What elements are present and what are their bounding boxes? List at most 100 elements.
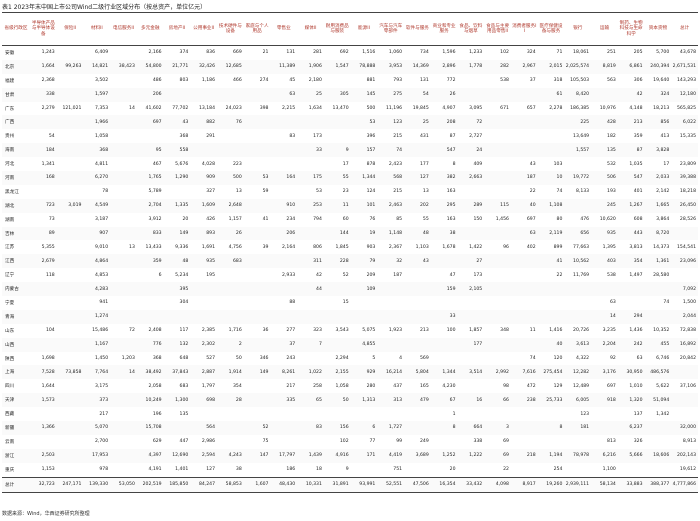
value-cell: 563 <box>607 78 616 84</box>
value-cell: 32,000 <box>671 421 698 435</box>
value-cell: 1,857 <box>469 328 483 334</box>
value-cell <box>457 87 485 102</box>
value-cell <box>270 421 298 435</box>
value-cell: 836 <box>206 50 216 56</box>
value-cell: 149 <box>163 226 191 241</box>
value-cell: 697 <box>136 115 164 130</box>
value-cell <box>644 282 672 297</box>
value-cell <box>56 337 84 352</box>
value-cell <box>591 282 618 297</box>
value-cell: 135 <box>179 411 189 417</box>
region-cell: 吉林 <box>2 226 30 241</box>
value-cell: 907 <box>83 226 111 241</box>
table-row: 江西 2,679 4,864 359 48 935 683 311 228 79 32 43 27 41 1… <box>2 254 698 269</box>
value-cell: 1,422 <box>469 244 483 250</box>
value-cell: 374 <box>179 50 189 56</box>
value-cell: 1,557 <box>564 143 592 158</box>
value-cell: 1,058 <box>335 383 349 389</box>
value-cell: 156 <box>323 421 351 435</box>
value-cell: 182 <box>607 133 616 139</box>
value-cell: 28 <box>217 393 244 408</box>
value-cell: 368 <box>83 143 111 158</box>
value-cell: 157 <box>350 143 378 158</box>
value-cell <box>217 435 244 449</box>
value-cell: 20 <box>449 467 456 473</box>
value-cell: 50 <box>323 393 351 408</box>
value-cell: 195 <box>206 272 216 278</box>
value-cell <box>671 407 698 421</box>
value-cell: 4,419 <box>377 448 405 463</box>
value-cell <box>110 171 137 185</box>
value-cell: 43 <box>163 115 191 130</box>
value-cell: 3,175 <box>95 383 109 389</box>
value-cell: 1,222 <box>457 448 485 463</box>
value-cell <box>324 74 351 88</box>
value-cell: 76 <box>217 115 244 130</box>
value-cell <box>351 463 378 477</box>
value-cell: 1,966 <box>83 115 111 130</box>
value-cell <box>30 296 57 310</box>
value-cell: 11,196 <box>385 106 403 111</box>
value-cell <box>110 185 137 199</box>
value-cell: 388,377 <box>644 476 672 493</box>
value-cell: 63 <box>636 356 643 362</box>
value-cell <box>190 309 218 324</box>
table-row: 安徽 1,243 6,409 2,166 374 836 669 21 131 281 692 1,5… <box>2 46 698 60</box>
value-cell: 306 <box>633 78 643 84</box>
region-cell: 湖南 <box>5 217 15 223</box>
value-cell: 63 <box>270 87 298 102</box>
value-cell: 144 <box>323 226 351 241</box>
value-cell <box>110 421 137 435</box>
value-cell: 6,861 <box>617 59 645 74</box>
value-cell: 282 <box>484 59 511 74</box>
value-cell: 401 <box>633 189 643 195</box>
value-cell: 22 <box>529 189 536 195</box>
value-cell: 2,648 <box>217 198 244 213</box>
value-cell <box>618 296 645 310</box>
value-cell: 149 <box>243 365 271 380</box>
value-cell: 80 <box>556 217 563 223</box>
table-row: 新疆 1,366 5,070 15,708 564 52 83 156 6 1,727 8 664 3 8… <box>2 421 698 435</box>
value-cell: 4,855 <box>350 337 378 352</box>
value-cell: 33,883 <box>617 476 645 493</box>
value-cell: 8,133 <box>575 189 590 195</box>
value-cell: 4,283 <box>83 282 111 297</box>
value-cell: 4,916 <box>323 448 351 463</box>
value-cell: 2,423 <box>388 161 403 167</box>
value-cell: 258 <box>313 383 322 389</box>
value-cell: 3,543 <box>335 328 349 334</box>
table-row: 甘肃 338 1,597 206 63 25 305 145 275 54 26 61 8,420 42 3… <box>2 87 698 102</box>
value-cell: 175 <box>297 171 324 185</box>
column-header: 保险II <box>56 12 84 46</box>
value-cell: 16,214 <box>377 365 405 380</box>
table-row: 河南 168 6,270 1,765 1,290 909 500 53 164 175 55 1,34… <box>2 171 698 185</box>
region-cell: 江西 <box>2 254 30 269</box>
value-cell: 2,058 <box>148 383 162 389</box>
value-cell: 935 <box>591 226 618 241</box>
value-cell: 291 <box>206 133 216 139</box>
value-cell: 1,607 <box>243 476 271 493</box>
value-cell: 803 <box>179 78 189 84</box>
value-cell: 11,769 <box>573 272 590 278</box>
value-cell <box>56 421 84 435</box>
column-header: 软件与服务 <box>404 12 431 46</box>
value-cell: 83 <box>289 133 296 139</box>
value-cell <box>484 115 511 130</box>
value-cell: 38 <box>430 226 458 241</box>
value-cell: 359 <box>136 254 164 269</box>
value-cell: 115 <box>484 198 511 213</box>
value-cell: 568 <box>377 171 405 185</box>
value-cell: 254 <box>553 467 563 473</box>
value-cell: 31,891 <box>323 476 351 493</box>
value-cell: 5,676 <box>175 161 189 167</box>
value-cell: 67 <box>430 393 458 408</box>
value-cell: 36 <box>262 328 269 334</box>
value-cell: 1,450 <box>95 356 109 362</box>
value-cell: 1,644 <box>41 383 55 389</box>
value-cell: 2,142 <box>656 189 670 195</box>
value-cell: 1,698 <box>41 356 55 362</box>
value-cell: 878 <box>366 161 376 167</box>
value-cell <box>244 157 271 171</box>
source-note: 数据来源：Wind，华西证券研究所整理 <box>2 511 90 517</box>
value-cell: 18,061 <box>573 50 590 56</box>
